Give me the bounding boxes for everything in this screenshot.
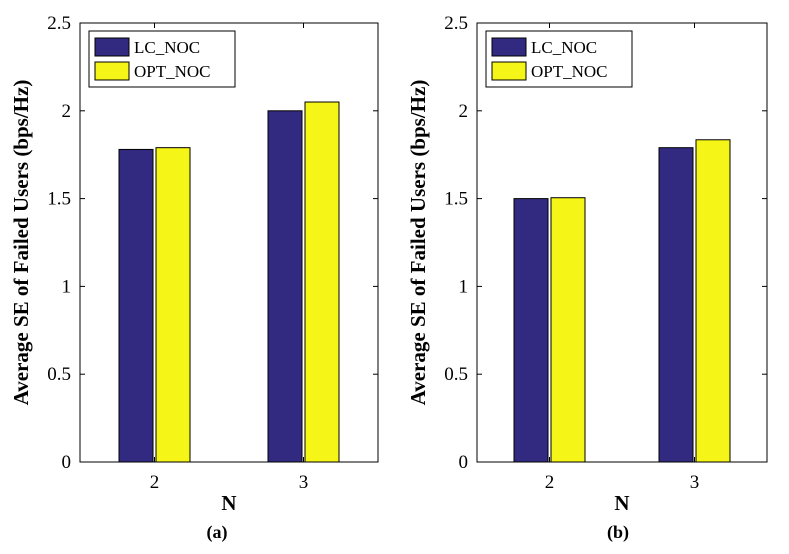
y-tick-label: 2	[62, 101, 72, 122]
bar-opt-noc-n3	[695, 139, 731, 463]
y-axis-label: Average SE of Failed Users (bps/Hz)	[9, 80, 33, 406]
axes-box	[476, 22, 768, 463]
legend-swatch-opt-noc	[94, 61, 130, 81]
bar-opt-noc-n3	[304, 101, 340, 463]
y-tick-label: 2	[459, 101, 469, 122]
y-tick-label: 0	[459, 452, 469, 473]
bar-lc-noc-n2	[118, 148, 154, 463]
legend-swatch-lc-noc	[491, 37, 527, 57]
x-axis-label: N	[221, 491, 236, 515]
bar-lc-noc-n3	[658, 147, 694, 463]
y-tick-label: 1	[459, 276, 469, 297]
chart-caption: (a)	[207, 522, 228, 543]
bar-lc-noc-n2	[513, 198, 549, 463]
x-axis-label: N	[614, 491, 629, 515]
legend-swatch-lc-noc	[94, 37, 130, 57]
y-tick-label: 2.5	[444, 13, 468, 34]
y-axis-label: Average SE of Failed Users (bps/Hz)	[406, 80, 430, 406]
y-tick-label: 0.5	[47, 364, 71, 385]
legend-label-opt-noc: OPT_NOC	[531, 62, 608, 81]
legend-swatch-opt-noc	[491, 61, 527, 81]
legend: LC_NOC OPT_NOC	[485, 30, 633, 88]
x-tick-label: 3	[690, 472, 700, 493]
legend-label-opt-noc: OPT_NOC	[134, 62, 211, 81]
x-tick-label: 2	[545, 472, 555, 493]
y-tick-label: 1.5	[444, 189, 468, 210]
y-tick-label: 0.5	[444, 364, 468, 385]
y-tick-label: 2.5	[47, 13, 71, 34]
chart-b: 0 0.5 1 1.5 2 2.5 2 3 N Average SE of Failed User…	[406, 13, 768, 543]
chart-a: 0 0.5 1 1.5 2 2.5 2 3 N Average SE of Failed User…	[9, 13, 379, 543]
legend-label-lc-noc: LC_NOC	[531, 38, 597, 57]
y-tick-label: 1.5	[47, 189, 71, 210]
y-tick-label: 0	[62, 452, 72, 473]
bar-lc-noc-n3	[267, 110, 303, 463]
axes-box	[79, 22, 379, 463]
legend: LC_NOC OPT_NOC	[88, 30, 236, 88]
chart-caption: (b)	[607, 522, 629, 543]
x-tick-label: 2	[150, 472, 160, 493]
legend-label-lc-noc: LC_NOC	[134, 38, 200, 57]
x-tick-label: 3	[299, 472, 309, 493]
y-tick-label: 1	[62, 276, 72, 297]
bar-opt-noc-n2	[155, 147, 191, 463]
bar-opt-noc-n2	[550, 197, 586, 463]
